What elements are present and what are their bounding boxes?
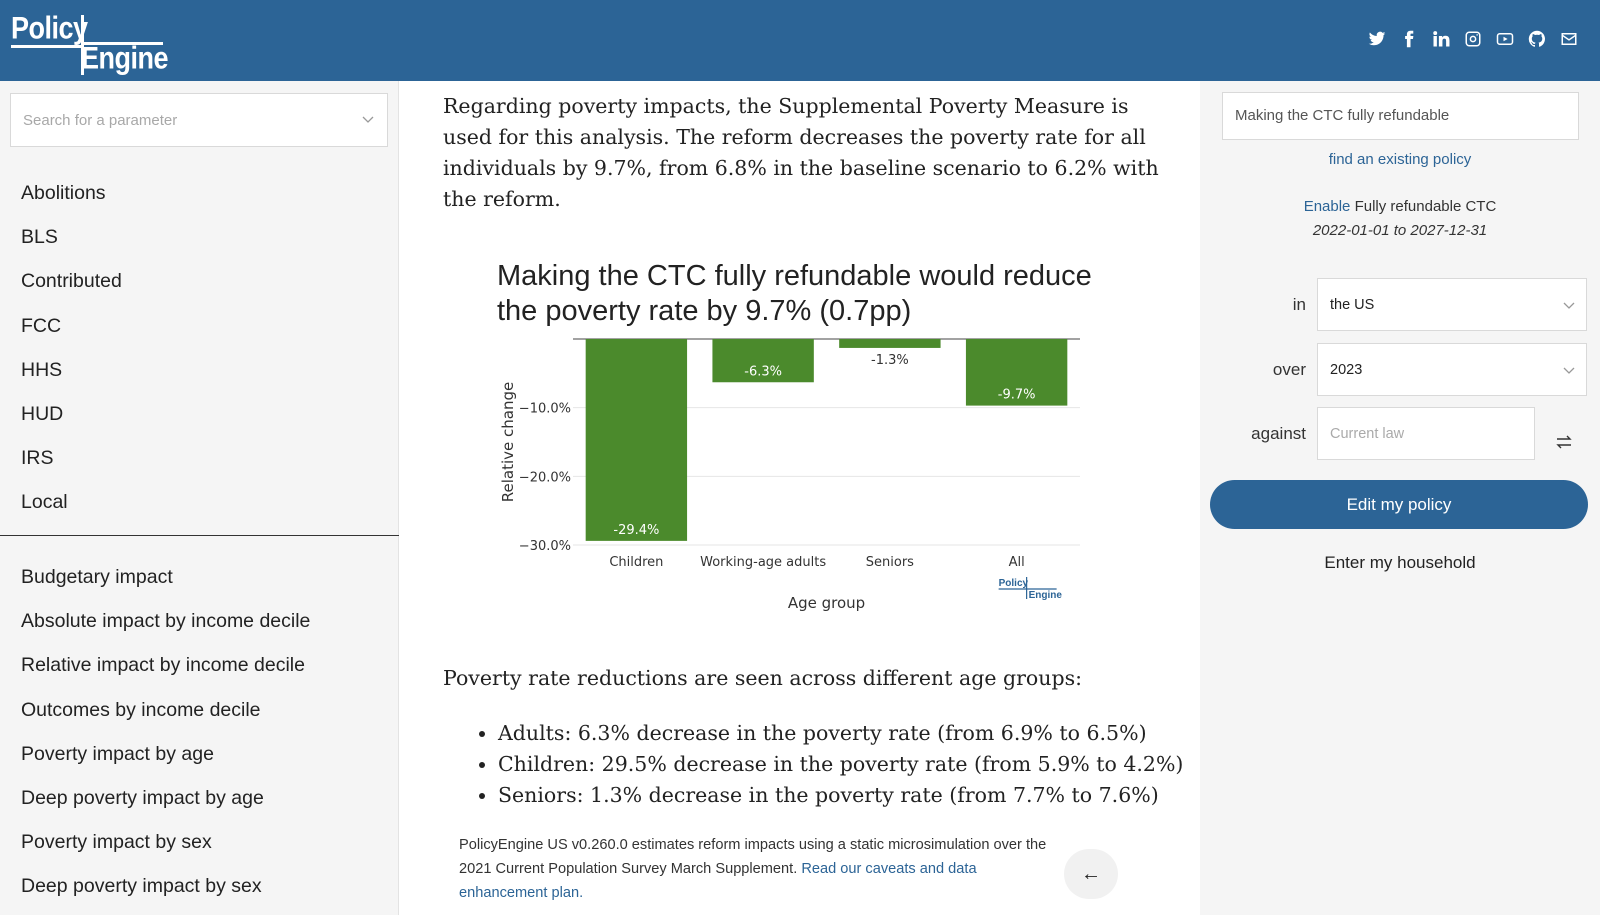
search-placeholder: Search for a parameter bbox=[23, 112, 178, 129]
y-tick-label: −10.0% bbox=[519, 402, 571, 417]
enter-household-button[interactable]: Enter my household bbox=[1324, 553, 1476, 572]
bar-data-label: -29.4% bbox=[613, 523, 659, 538]
linkedin-icon[interactable] bbox=[1432, 30, 1450, 48]
output-item[interactable]: Absolute impact by income decile bbox=[21, 610, 311, 633]
tree-item[interactable]: BLS bbox=[21, 226, 58, 249]
logo-word-policy: Policy bbox=[11, 11, 88, 46]
output-item[interactable]: Outcomes by income decile bbox=[21, 698, 261, 721]
watermark-logo: Engine bbox=[1029, 590, 1063, 601]
tree-item[interactable]: IRS bbox=[21, 447, 54, 470]
tree-item[interactable]: Contributed bbox=[21, 270, 122, 293]
tree-item[interactable]: HUD bbox=[21, 402, 64, 425]
parameter-search[interactable]: Search for a parameter bbox=[10, 93, 388, 147]
list-item: Children: 29.5% decrease in the poverty … bbox=[498, 749, 1183, 780]
bar bbox=[712, 339, 814, 383]
tree-item[interactable]: Local bbox=[21, 491, 68, 514]
logo-bar bbox=[81, 42, 163, 45]
y-tick-label: −30.0% bbox=[519, 539, 571, 554]
edit-policy-button[interactable]: Edit my policy bbox=[1210, 480, 1588, 529]
tree-item[interactable]: Abolitions bbox=[21, 182, 106, 204]
left-sidebar: Search for a parameter Abolitions BLS Co… bbox=[0, 81, 399, 915]
x-tick-label: Children bbox=[609, 555, 663, 570]
age-groups-list: Adults: 6.3% decrease in the poverty rat… bbox=[498, 718, 1183, 811]
output-item[interactable]: Deep poverty impact by age bbox=[21, 786, 264, 809]
bar bbox=[965, 339, 1068, 406]
watermark-logo: Policy bbox=[999, 578, 1029, 589]
methodology-text: PolicyEngine US v0.260.0 estimates refor… bbox=[459, 837, 1047, 877]
bar-data-label: -6.3% bbox=[744, 364, 782, 379]
reform-summary: Enable Fully refundable CTC 2022-01-01 t… bbox=[1200, 195, 1600, 243]
chart-svg: −10.0% −20.0% −30.0% -29.4% Children -6.3% Wor… bbox=[499, 338, 1080, 612]
poverty-chart: Making the CTC fully refundable would re… bbox=[460, 251, 1120, 721]
over-label: over bbox=[1272, 360, 1306, 379]
x-tick-label: Seniors bbox=[866, 555, 914, 570]
logo-word-engine: Engine bbox=[81, 41, 169, 76]
policy-name-value: Making the CTC fully refundable bbox=[1235, 107, 1450, 124]
bar-data-label: -1.3% bbox=[871, 353, 909, 368]
mail-icon[interactable] bbox=[1560, 30, 1578, 48]
methodology-note: PolicyEngine US v0.260.0 estimates refor… bbox=[459, 833, 1049, 905]
back-button[interactable]: ← bbox=[1064, 849, 1118, 899]
instagram-icon[interactable] bbox=[1464, 30, 1482, 48]
x-tick-label: Working-age adults bbox=[700, 555, 826, 570]
main-content: Regarding poverty impacts, the Supplemen… bbox=[400, 81, 1200, 915]
bar bbox=[585, 339, 688, 541]
output-item[interactable]: Deep poverty impact by sex bbox=[21, 875, 262, 898]
region-select[interactable]: the US bbox=[1317, 278, 1587, 331]
baseline-placeholder: Current law bbox=[1330, 426, 1405, 442]
logo-bar bbox=[81, 15, 84, 45]
baseline-field[interactable]: Current law bbox=[1317, 407, 1535, 460]
twitter-icon[interactable] bbox=[1368, 30, 1386, 48]
logo-bar bbox=[81, 45, 84, 75]
x-axis-title: Age group bbox=[788, 594, 865, 612]
y-axis-title: Relative change bbox=[499, 382, 517, 502]
swap-icon[interactable] bbox=[1555, 433, 1573, 451]
in-label: in bbox=[1292, 295, 1306, 314]
right-panel: Making the CTC fully refundable find an … bbox=[1200, 81, 1600, 915]
bar-data-label: -9.7% bbox=[998, 388, 1036, 403]
reform-dates: 2022-01-01 to 2027-12-31 bbox=[1312, 222, 1488, 239]
poverty-paragraph: Regarding poverty impacts, the Supplemen… bbox=[443, 94, 1159, 211]
region-value: the US bbox=[1330, 297, 1375, 313]
logo-bar bbox=[11, 45, 84, 48]
policy-name-field[interactable]: Making the CTC fully refundable bbox=[1222, 92, 1579, 140]
chevron-down-icon bbox=[1563, 367, 1575, 374]
output-item[interactable]: Poverty impact by age bbox=[21, 742, 214, 765]
chevron-down-icon bbox=[1563, 302, 1575, 309]
x-tick-label: All bbox=[1009, 555, 1025, 570]
output-item[interactable]: Poverty impact by sex bbox=[21, 831, 212, 854]
bar bbox=[839, 339, 941, 348]
github-icon[interactable] bbox=[1528, 30, 1546, 48]
enable-link[interactable]: Enable bbox=[1303, 198, 1351, 215]
against-label: against bbox=[1251, 424, 1306, 443]
output-list: Budgetary impact Absolute impact by inco… bbox=[0, 555, 399, 911]
social-links bbox=[1368, 30, 1578, 48]
chart-title: Making the CTC fully refundable would re… bbox=[497, 260, 1092, 327]
top-header: Policy Engine bbox=[0, 0, 1600, 81]
parameter-tree: Abolitions BLS Contributed FCC HHS HUD I… bbox=[0, 171, 399, 585]
list-item: Seniors: 1.3% decrease in the poverty ra… bbox=[498, 780, 1183, 811]
find-policy-link[interactable]: find an existing policy bbox=[1328, 151, 1472, 168]
year-value: 2023 bbox=[1330, 362, 1363, 378]
output-item[interactable]: Relative impact by income decile bbox=[21, 654, 305, 677]
youtube-icon[interactable] bbox=[1496, 30, 1514, 48]
list-item: Adults: 6.3% decrease in the poverty rat… bbox=[498, 718, 1183, 749]
reform-name: Fully refundable CTC bbox=[1354, 198, 1497, 215]
tree-item[interactable]: HHS bbox=[21, 358, 63, 381]
caveats-link[interactable]: Read our caveats and data enhancement pl… bbox=[459, 861, 977, 901]
tree-item[interactable]: FCC bbox=[21, 314, 62, 337]
age-groups-intro: Poverty rate reductions are seen across … bbox=[443, 666, 1083, 690]
policyengine-logo[interactable]: Policy Engine bbox=[11, 11, 169, 76]
y-tick-label: −20.0% bbox=[519, 470, 571, 485]
sidebar-divider bbox=[0, 535, 399, 536]
output-item[interactable]: Budgetary impact bbox=[21, 566, 173, 588]
facebook-icon[interactable] bbox=[1400, 30, 1418, 48]
year-select[interactable]: 2023 bbox=[1317, 343, 1587, 396]
chevron-down-icon bbox=[362, 116, 374, 123]
